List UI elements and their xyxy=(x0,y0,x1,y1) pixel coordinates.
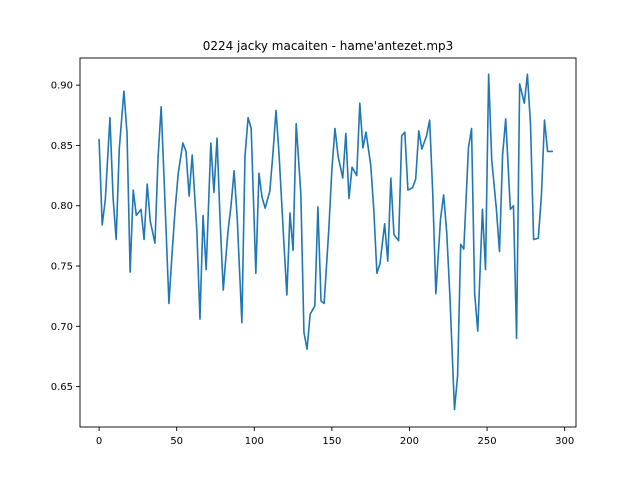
y-tick-label: 0.85 xyxy=(51,141,73,152)
x-tick-label: 300 xyxy=(555,436,574,447)
chart-title: 0224 jacky macaiten - hame'antezet.mp3 xyxy=(203,39,454,53)
y-tick-label: 0.80 xyxy=(51,201,73,212)
y-tick-label: 0.65 xyxy=(51,382,73,393)
series-layer xyxy=(98,73,554,411)
x-tick-label: 0 xyxy=(96,436,102,447)
x-axis: 0 50 100 150 200 250 300 xyxy=(96,427,574,447)
x-tick-label: 200 xyxy=(400,436,419,447)
y-tick-label: 0.90 xyxy=(51,81,73,92)
plot-area-frame xyxy=(79,57,577,428)
x-tick-label: 150 xyxy=(322,436,341,447)
y-axis: 0.65 0.70 0.75 0.80 0.85 0.90 xyxy=(51,81,80,393)
y-tick-label: 0.75 xyxy=(51,262,73,273)
x-tick-label: 50 xyxy=(170,436,183,447)
x-tick-label: 250 xyxy=(478,436,497,447)
y-tick-label: 0.70 xyxy=(51,322,73,333)
x-tick-label: 100 xyxy=(245,436,264,447)
series-line xyxy=(98,73,554,411)
